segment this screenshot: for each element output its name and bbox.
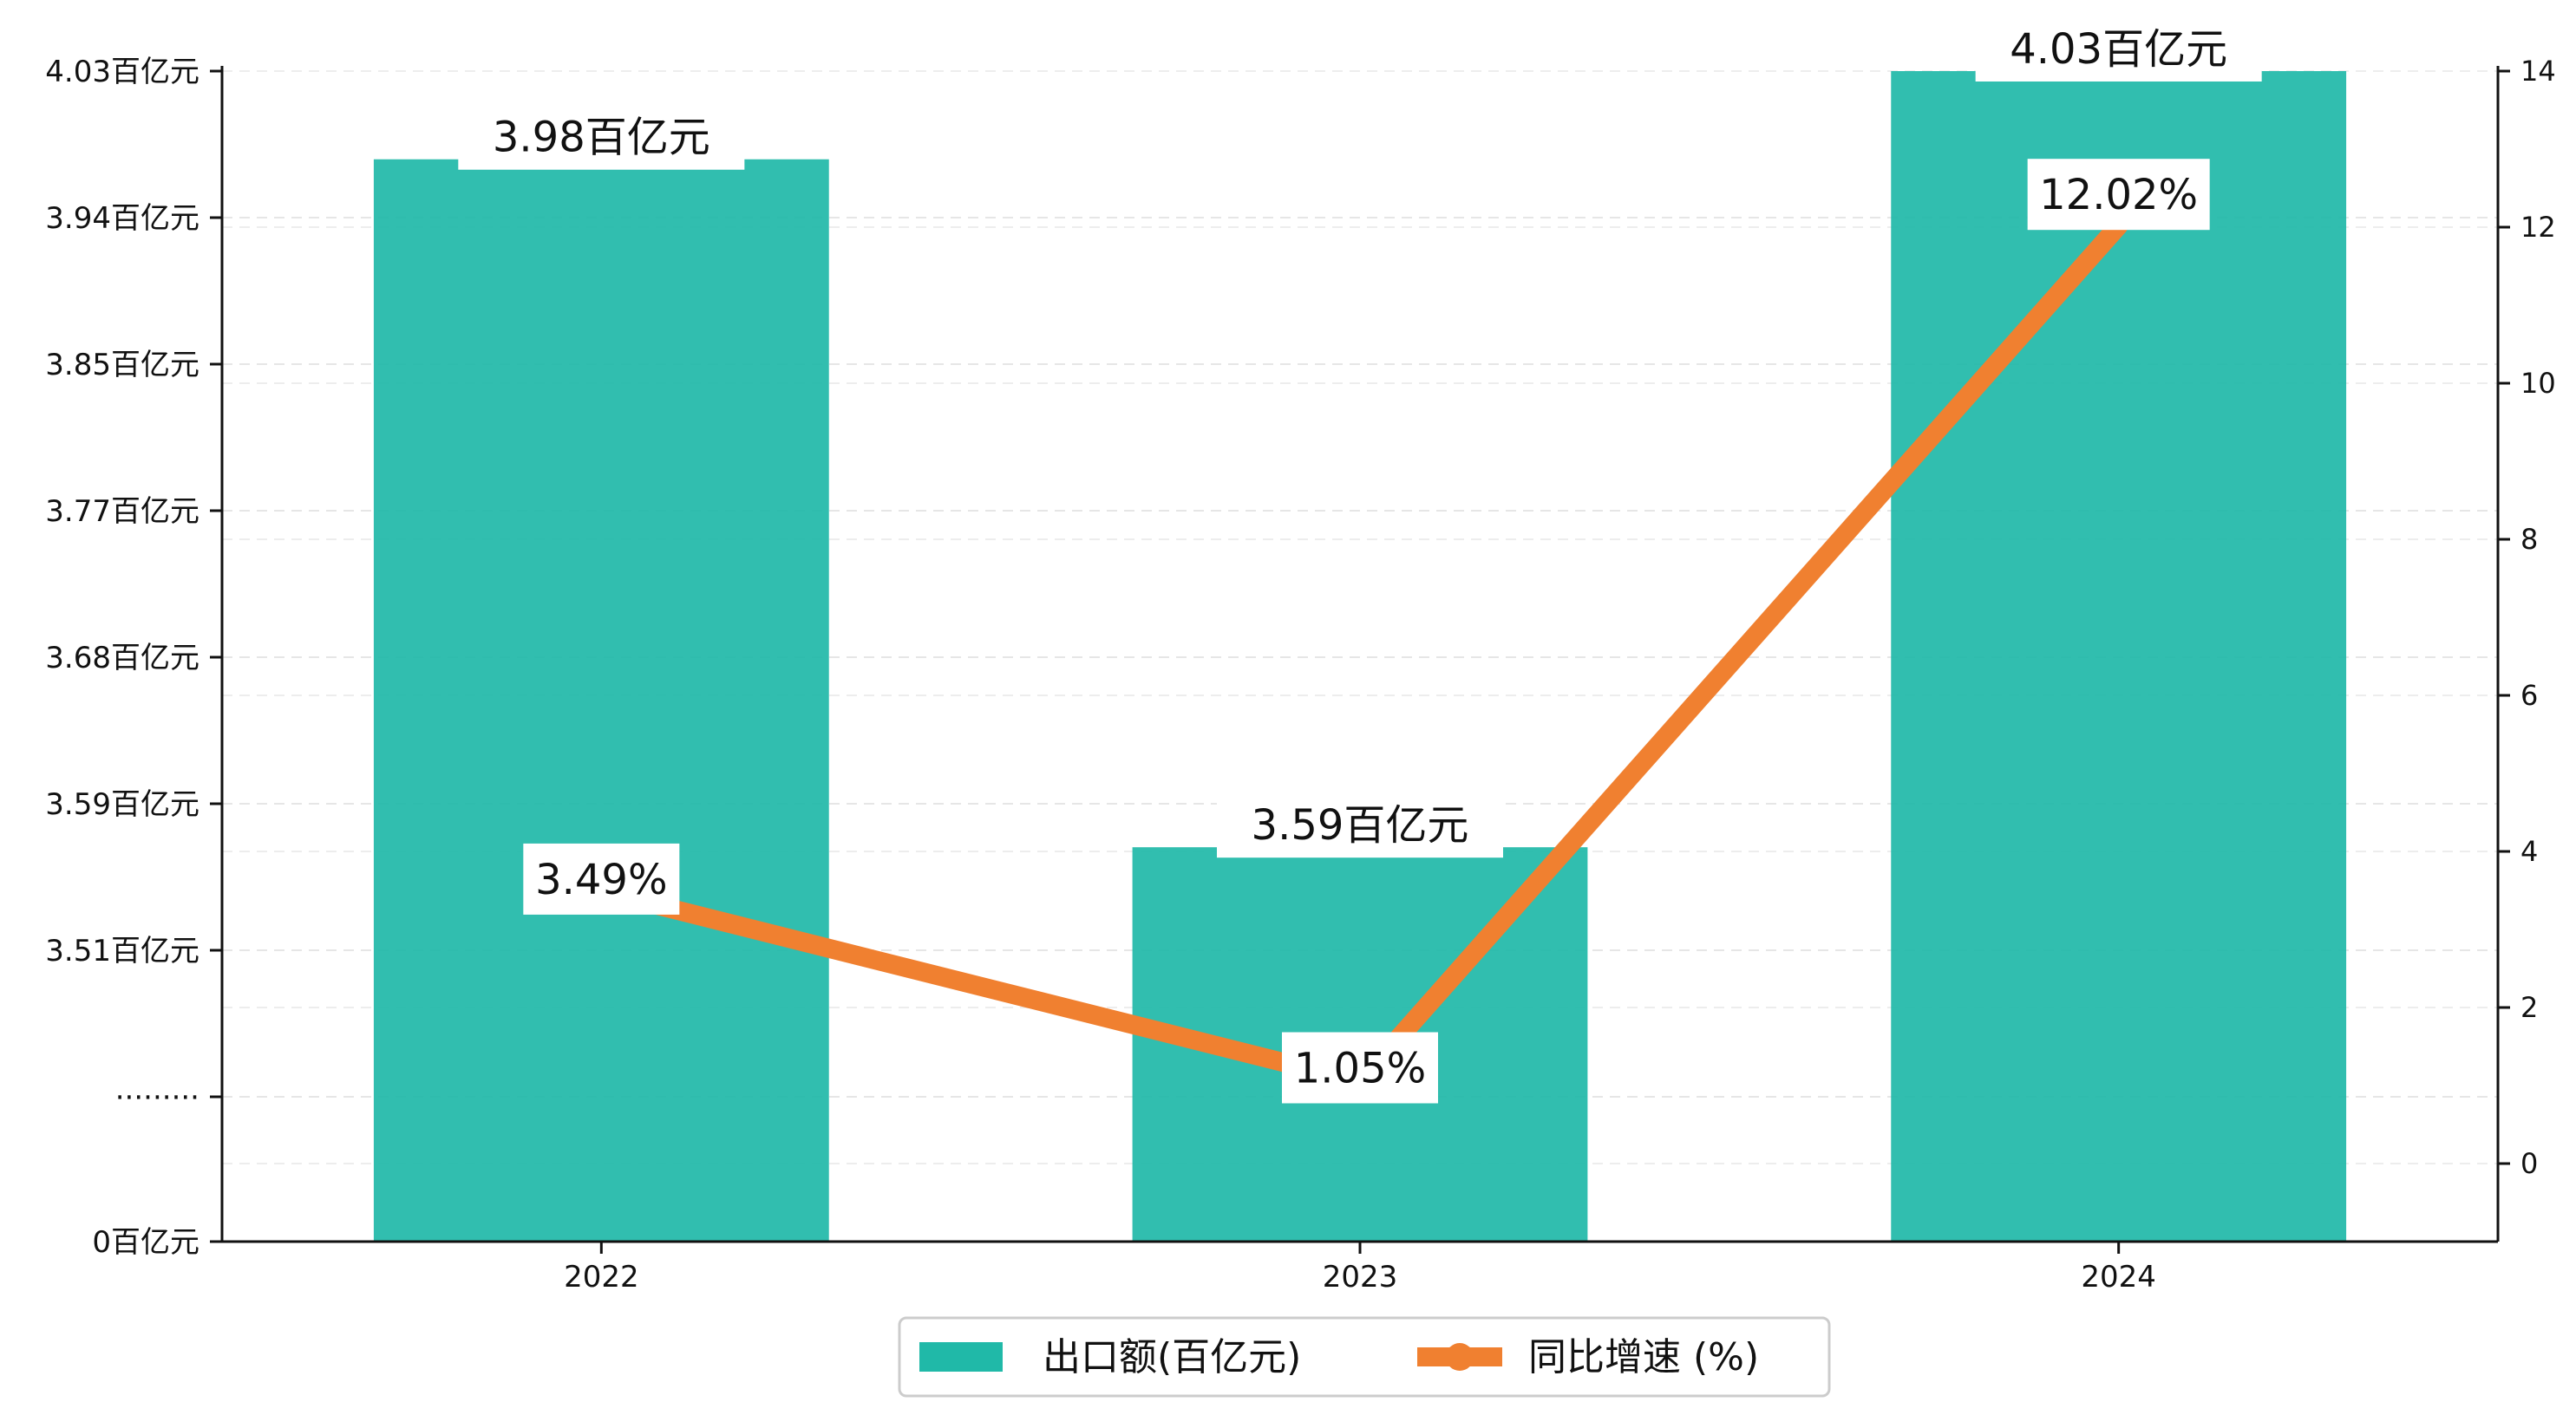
left-tick-label: 3.59百亿元	[45, 787, 199, 822]
left-tick-label: 4.03百亿元	[45, 55, 199, 89]
growth-value-label: 12.02%	[2039, 171, 2198, 219]
legend-label-bar: 出口额(百亿元)	[1043, 1335, 1301, 1379]
left-tick-label: 3.68百亿元	[45, 641, 199, 675]
legend-swatch-marker	[1446, 1343, 1474, 1371]
legend-swatch-bar	[919, 1342, 1003, 1372]
left-tick-label: 0百亿元	[92, 1225, 199, 1260]
legend-box	[898, 1316, 1831, 1398]
growth-value-label-box	[2027, 159, 2210, 231]
left-tick-label: 3.94百亿元	[45, 201, 199, 236]
data-labels: 3.98百亿元 3.59百亿元 4.03百亿元 3.49% 1.05% 12.02%	[458, 16, 2262, 1104]
right-tick-label: 10	[2520, 367, 2556, 400]
legend: 出口额(百亿元) 同比增速 (%)	[898, 1316, 1831, 1398]
growth-value-label-box	[523, 843, 680, 915]
legend-label-line: 同比增速 (%)	[1528, 1335, 1759, 1379]
right-tick-label: 8	[2520, 523, 2538, 556]
right-tick-label: 2	[2520, 991, 2538, 1024]
x-tick-label: 2022	[564, 1260, 639, 1294]
x-tick-label: 2023	[1323, 1260, 1398, 1294]
left-tick-label: ·········	[115, 1080, 199, 1115]
growth-value-label: 1.05%	[1294, 1045, 1426, 1093]
right-tick-label: 4	[2520, 835, 2538, 868]
bar-value-label: 3.59百亿元	[1252, 801, 1469, 850]
bar-value-label-box	[458, 103, 745, 170]
left-tick-label: 3.85百亿元	[45, 348, 199, 382]
right-tick-label: 12	[2520, 211, 2556, 244]
right-tick-label: 0	[2520, 1147, 2538, 1180]
bar-value-label: 4.03百亿元	[2010, 25, 2227, 74]
left-tick-label: 3.77百亿元	[45, 494, 199, 529]
axes: 4.03百亿元 3.94百亿元 3.85百亿元 3.77百亿元 3.68百亿元 3.59百…	[45, 55, 2555, 1294]
bar-2022	[373, 159, 829, 1242]
bar-value-label-box	[1975, 16, 2262, 82]
growth-value-label-box	[1282, 1032, 1438, 1104]
left-tick-label: 3.51百亿元	[45, 934, 199, 968]
right-tick-label: 6	[2520, 679, 2538, 712]
bar-value-label: 3.98百亿元	[493, 114, 710, 162]
bar-2024	[1891, 71, 2347, 1242]
bar-series	[373, 71, 2347, 1242]
bar-value-label-box	[1217, 792, 1503, 858]
growth-value-label: 3.49%	[535, 856, 667, 904]
right-tick-label: 14	[2520, 55, 2556, 88]
x-tick-label: 2024	[2081, 1260, 2156, 1294]
